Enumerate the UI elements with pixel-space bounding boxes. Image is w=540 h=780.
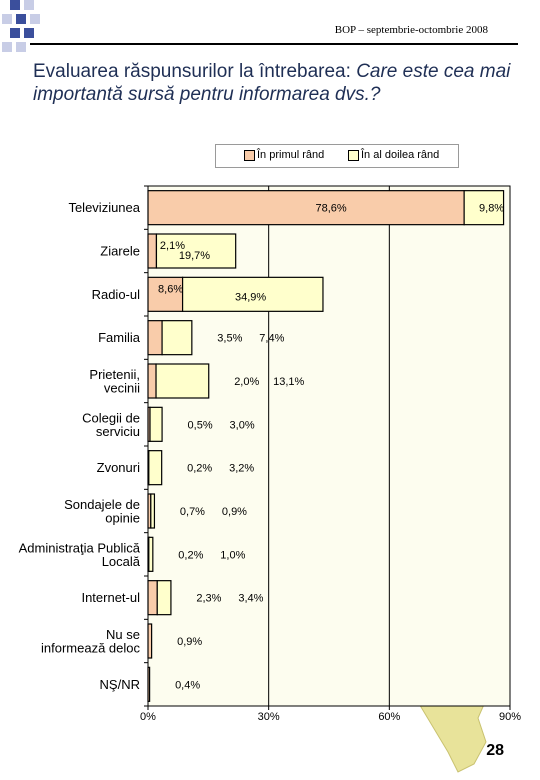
data-label-primul-rand: 2,0% [234, 376, 259, 388]
bar-al-doilea-rand [149, 406, 163, 442]
category-label: Radio-ul [92, 287, 141, 302]
data-label-al-doilea-rand: 3,0% [230, 419, 255, 431]
data-label-primul-rand: 8,6% [158, 283, 183, 295]
data-label-al-doilea-rand: 9,8% [479, 203, 504, 215]
legend-label-second: În al doilea rând [361, 149, 440, 161]
data-label-al-doilea-rand: 0,9% [222, 506, 247, 518]
bar-al-doilea-rand [156, 580, 172, 616]
category-label: NŞ/NR [100, 677, 140, 692]
bar-al-doilea-rand [148, 450, 163, 486]
bar-al-doilea-rand [155, 363, 210, 399]
category-label: Sondajele de opinie [64, 497, 140, 526]
data-label-al-doilea-rand: 19,7% [179, 250, 210, 262]
legend-swatch-second [348, 149, 359, 161]
bar-primul-rand [147, 320, 163, 356]
data-label-al-doilea-rand: 1,0% [220, 549, 245, 561]
data-label-primul-rand: 2,3% [196, 593, 221, 605]
category-label: Nu se informează deloc [41, 627, 140, 656]
title-question: Care este cea mai importantă sursă pentr… [33, 61, 511, 105]
data-label-primul-rand: 0,9% [177, 636, 202, 648]
category-label: Zvonuri [97, 460, 140, 475]
legend-label-first: În primul rând [257, 149, 325, 161]
data-label-primul-rand: 2,1% [160, 240, 185, 252]
bar-al-doilea-rand [155, 233, 237, 269]
data-label-al-doilea-rand: 3,4% [238, 593, 263, 605]
title-main: Evaluarea răspunsurilor la întrebarea: [33, 61, 357, 82]
bar-primul-rand [147, 233, 158, 269]
bar-primul-rand [147, 190, 465, 226]
data-label-primul-rand: 0,2% [187, 463, 212, 475]
bar-al-doilea-rand [161, 320, 193, 356]
bar-primul-rand [147, 580, 158, 616]
category-label: Internet-ul [81, 590, 140, 605]
data-label-al-doilea-rand: 7,4% [259, 333, 284, 345]
bar-al-doilea-rand [148, 536, 154, 572]
legend-item-second: În al doilea rând [348, 149, 439, 161]
bar-al-doilea-rand [181, 276, 324, 312]
data-label-al-doilea-rand: 3,2% [229, 463, 254, 475]
header-text: BOP – septembrie-octombrie 2008 [334, 24, 488, 36]
data-label-al-doilea-rand: 13,1% [273, 376, 304, 388]
category-label: Colegii de serviciu [82, 410, 140, 439]
decorative-squares [2, 0, 40, 52]
chart-legend: În primul rând În al doilea rând [215, 144, 459, 168]
x-tick-label: 60% [378, 711, 400, 723]
data-label-primul-rand: 0,7% [180, 506, 205, 518]
data-label-al-doilea-rand: 34,9% [235, 291, 266, 303]
category-label: Prietenii, vecinii [89, 367, 140, 396]
category-label: Familia [98, 330, 141, 345]
bar-primul-rand [147, 363, 157, 399]
data-label-primul-rand: 3,5% [217, 333, 242, 345]
bar-al-doilea-rand [463, 190, 505, 226]
x-tick-label: 0% [140, 711, 156, 723]
page-number: 28 [486, 742, 504, 759]
bar-primul-rand [147, 666, 151, 702]
x-tick-label: 30% [258, 711, 280, 723]
page-title: Evaluarea răspunsurilor la întrebarea: C… [33, 60, 523, 106]
data-label-primul-rand: 78,6% [315, 203, 346, 215]
legend-item-first: În primul rând [244, 149, 324, 161]
data-label-primul-rand: 0,4% [175, 679, 200, 691]
category-label: Ziarele [100, 244, 140, 259]
plot-area [147, 185, 511, 707]
bar-al-doilea-rand [150, 493, 156, 529]
data-label-primul-rand: 0,5% [188, 419, 213, 431]
category-label: Televiziunea [68, 200, 140, 215]
x-tick-label: 90% [499, 711, 521, 723]
category-label: Administraţia Publică Locală [19, 540, 141, 569]
bar-primul-rand [147, 623, 153, 659]
legend-swatch-first [244, 149, 255, 161]
data-label-primul-rand: 0,2% [178, 549, 203, 561]
header-rule [30, 43, 518, 45]
